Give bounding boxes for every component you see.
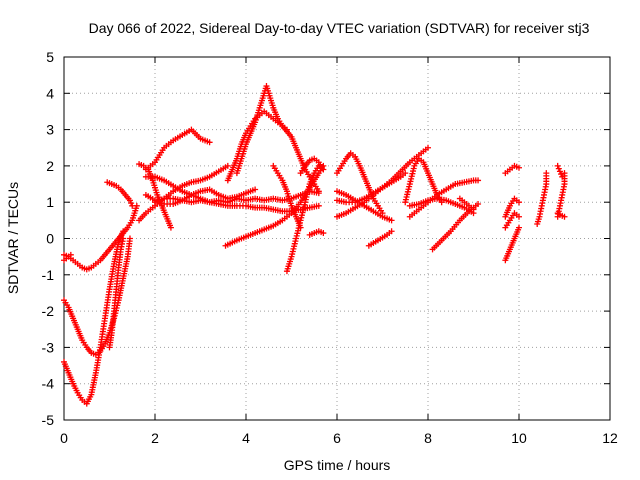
series-arc-12 (142, 173, 322, 215)
series-arc-33 (502, 210, 522, 231)
series-arc-31 (502, 162, 522, 177)
data-point (120, 228, 127, 235)
chart-title: Day 066 of 2022, Sidereal Day-to-day VTE… (89, 20, 590, 36)
y-tick-label: 0 (46, 231, 54, 247)
data-point (252, 186, 259, 193)
data-points (61, 83, 568, 407)
data-point (315, 202, 322, 209)
y-tick-label: -3 (42, 339, 55, 355)
data-point (561, 213, 568, 220)
data-point (206, 139, 213, 146)
series-arc-32 (502, 195, 522, 220)
series-arc-06 (104, 179, 136, 209)
data-point (559, 173, 566, 180)
data-point (475, 201, 482, 208)
data-point (283, 126, 290, 133)
data-point (224, 162, 231, 169)
x-tick-label: 10 (511, 430, 527, 446)
data-point (558, 171, 565, 178)
series-arc-13 (233, 83, 322, 195)
data-point (516, 213, 522, 220)
y-tick-label: -4 (42, 376, 55, 392)
series-arc-26 (406, 177, 482, 220)
y-axis-label: SDTVAR / TECUs (5, 182, 21, 294)
series-arc-37 (554, 210, 568, 220)
data-point (320, 166, 327, 173)
data-point (402, 170, 409, 177)
x-tick-label: 8 (424, 430, 432, 446)
series-arc-24 (365, 228, 395, 249)
x-tick-label: 12 (602, 430, 618, 446)
y-tick-label: 2 (46, 158, 54, 174)
data-point (167, 224, 174, 231)
series-arc-36 (554, 162, 566, 180)
series-arc-35 (554, 170, 568, 220)
x-tick-label: 2 (151, 430, 159, 446)
series-arc-30 (502, 224, 522, 264)
data-point (561, 170, 568, 177)
series-arc-04 (61, 228, 127, 407)
data-point (556, 168, 563, 175)
data-point (516, 199, 522, 206)
data-point (128, 200, 135, 207)
series-arc-03 (61, 235, 133, 358)
y-tick-label: -1 (42, 267, 55, 283)
y-tick-label: 4 (46, 85, 54, 101)
y-tick-label: 5 (46, 49, 54, 65)
data-point (475, 177, 482, 184)
data-point (379, 210, 386, 217)
series-arc-09 (142, 126, 213, 173)
data-point (555, 165, 562, 172)
series-arc-29 (456, 195, 477, 213)
data-point (554, 162, 561, 169)
data-point (516, 224, 522, 231)
x-tick-label: 0 (60, 430, 68, 446)
data-point (543, 170, 550, 177)
series-arc-14 (224, 108, 290, 184)
series-arc-02 (61, 251, 74, 264)
data-point (129, 202, 136, 209)
data-point (67, 251, 74, 258)
data-point (315, 188, 322, 195)
y-tick-label: -5 (42, 412, 55, 428)
series-arc-19 (297, 155, 327, 177)
y-tick-label: 3 (46, 122, 54, 138)
data-point (126, 235, 133, 242)
data-point (320, 230, 327, 237)
series-arc-20 (334, 188, 395, 224)
data-point (120, 235, 127, 242)
y-tick-label: 1 (46, 194, 54, 210)
y-tick-label: -2 (42, 303, 55, 319)
series-arc-17 (283, 162, 322, 275)
data-point (388, 217, 395, 224)
x-tick-label: 4 (242, 430, 250, 446)
series-arc-25 (402, 155, 445, 206)
data-point (470, 206, 477, 213)
data-point (516, 164, 522, 171)
series-arc-18 (306, 228, 327, 238)
series-arc-34 (534, 170, 550, 227)
x-tick-label: 6 (333, 430, 341, 446)
x-axis-label: GPS time / hours (284, 457, 391, 473)
data-point (388, 228, 395, 235)
grid (64, 57, 610, 420)
series-arc-23 (334, 170, 409, 206)
series-arc-05 (106, 235, 127, 351)
data-point (126, 197, 133, 204)
data-point (425, 144, 431, 151)
